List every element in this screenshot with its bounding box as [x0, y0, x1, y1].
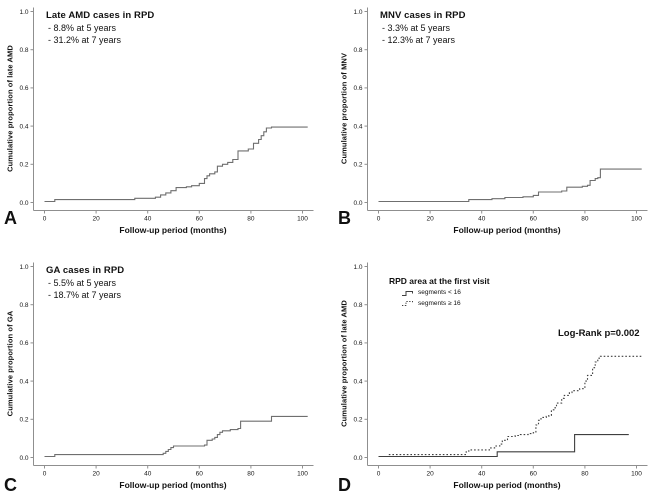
x-tick-label: 20 — [426, 471, 434, 478]
panel-d-letter: D — [338, 475, 351, 495]
x-tick-label: 0 — [43, 471, 47, 478]
panel-b: 0 20 40 60 80 100 0.0 0.2 0.4 0.6 0.8 1.0 MNV cases… — [334, 0, 668, 248]
y-tick-label: 1.0 — [353, 264, 362, 271]
panel-b-letter: B — [338, 208, 351, 228]
panel-a: 0 20 40 60 80 100 0.0 0.2 0.4 0.6 0.8 1.0 Late AMD … — [0, 0, 334, 248]
x-tick-label: 40 — [144, 471, 152, 478]
y-tick-label: 0.2 — [19, 417, 28, 424]
panel-d: 0 20 40 60 80 100 0.0 0.2 0.4 0.6 0.8 1.0 RPD area … — [334, 249, 668, 497]
panel-b-annotation-block: MNV cases in RPD - 3.3% at 5 years - 12.… — [380, 10, 466, 46]
y-tick-label: 0.6 — [19, 85, 28, 92]
legend-item-segments-ge16: segments ≥ 16 — [402, 299, 490, 307]
x-tick-label: 60 — [196, 471, 204, 478]
legend-label-segments-ge16: segments ≥ 16 — [418, 299, 461, 307]
x-tick-label: 0 — [43, 216, 47, 223]
survival-curve-solid — [44, 126, 308, 203]
x-tick-label: 60 — [530, 216, 538, 223]
y-tick-label: 0.8 — [353, 47, 362, 54]
panel-a-stat-7y: - 31.2% at 7 years — [48, 35, 122, 46]
x-tick-label: 100 — [631, 216, 642, 223]
y-tick-label: 0.4 — [19, 378, 28, 385]
dotted-step-line-icon — [402, 301, 413, 306]
y-tick-label: 0.8 — [353, 302, 362, 309]
panel-c-letter: C — [4, 475, 17, 495]
legend-label-segments-lt16: segments < 16 — [418, 289, 461, 296]
panel-a-stat-5y: - 8.8% at 5 years — [48, 23, 117, 34]
panel-d-xlabel: Follow-up period (months) — [453, 480, 561, 490]
panel-b-stat-5y: - 3.3% at 5 years — [382, 23, 451, 34]
y-tick-label: 0.6 — [19, 340, 28, 347]
x-tick-label: 100 — [631, 471, 642, 478]
survival-curve-dotted — [388, 355, 642, 456]
panel-a-letter: A — [4, 208, 17, 228]
x-tick-label: 40 — [478, 216, 486, 223]
y-tick-label: 1.0 — [353, 9, 362, 16]
y-tick-label: 0.6 — [353, 340, 362, 347]
panel-c-stat-7y: - 18.7% at 7 years — [48, 290, 122, 301]
chart-canvas-d: 0 20 40 60 80 100 0.0 0.2 0.4 0.6 0.8 1.0 — [353, 262, 648, 478]
y-tick-label: 0.2 — [353, 162, 362, 169]
x-tick-label: 20 — [426, 216, 434, 223]
chart-canvas-c: 0 20 40 60 80 100 0.0 0.2 0.4 0.6 0.8 1.0 — [19, 262, 314, 478]
chart-canvas-b: 0 20 40 60 80 100 0.0 0.2 0.4 0.6 0.8 1.0 — [353, 7, 648, 223]
panel-b-stat-7y: - 12.3% at 7 years — [382, 35, 456, 46]
panel-d-legend: RPD area at the first visit segments < 1… — [389, 276, 490, 307]
panel-d-ylabel: Cumulative proportion of late AMD — [339, 300, 349, 427]
panel-c-title: GA cases in RPD — [46, 265, 125, 276]
y-tick-label: 0.2 — [353, 417, 362, 424]
plot-area: 0 20 40 60 80 100 0.0 0.2 0.4 0.6 0.8 1.0 — [353, 262, 648, 478]
legend-item-segments-lt16: segments < 16 — [402, 289, 490, 297]
x-tick-label: 0 — [377, 216, 381, 223]
y-tick-label: 0.4 — [353, 123, 362, 130]
x-tick-label: 20 — [92, 471, 100, 478]
solid-step-line-icon — [402, 290, 413, 296]
x-tick-label: 20 — [92, 216, 100, 223]
panel-a-ylabel: Cumulative proportion of late AMD — [5, 45, 15, 172]
y-tick-label: 0.4 — [19, 123, 28, 130]
panel-b-xlabel: Follow-up period (months) — [453, 225, 561, 235]
survival-curve-solid — [44, 415, 308, 458]
panel-d-legend-title: RPD area at the first visit — [389, 276, 490, 286]
chart-canvas-a: 0 20 40 60 80 100 0.0 0.2 0.4 0.6 0.8 1.0 — [19, 7, 314, 223]
x-tick-label: 80 — [247, 216, 255, 223]
x-tick-label: 40 — [478, 471, 486, 478]
panel-c-stat-5y: - 5.5% at 5 years — [48, 278, 117, 289]
plot-area: 0 20 40 60 80 100 0.0 0.2 0.4 0.6 0.8 1.0 — [19, 262, 314, 478]
x-tick-label: 100 — [297, 216, 308, 223]
panel-c: 0 20 40 60 80 100 0.0 0.2 0.4 0.6 0.8 1.0 GA cases … — [0, 249, 334, 497]
y-tick-label: 1.0 — [19, 9, 28, 16]
x-tick-label: 60 — [196, 216, 204, 223]
x-tick-label: 40 — [144, 216, 152, 223]
panel-a-annotation-block: Late AMD cases in RPD - 8.8% at 5 years … — [46, 10, 155, 46]
x-tick-label: 80 — [247, 471, 255, 478]
panel-b-ylabel: Cumulative proportion of MNV — [339, 52, 349, 165]
panel-c-xlabel: Follow-up period (months) — [119, 480, 227, 490]
y-tick-label: 0.8 — [19, 47, 28, 54]
x-tick-label: 0 — [377, 471, 381, 478]
y-tick-label: 0.0 — [19, 455, 28, 462]
survival-curve-solid — [378, 168, 642, 203]
y-tick-label: 0.0 — [353, 455, 362, 462]
plot-area: 0 20 40 60 80 100 0.0 0.2 0.4 0.6 0.8 1.0 — [353, 7, 648, 223]
x-tick-label: 60 — [530, 471, 538, 478]
y-tick-label: 0.8 — [19, 302, 28, 309]
x-tick-label: 100 — [297, 471, 308, 478]
y-tick-label: 0.2 — [19, 162, 28, 169]
panel-d-logrank-annotation: Log-Rank p=0.002 — [558, 328, 640, 339]
y-tick-label: 0.6 — [353, 85, 362, 92]
y-tick-label: 0.4 — [353, 378, 362, 385]
x-tick-label: 80 — [581, 216, 589, 223]
panel-a-xlabel: Follow-up period (months) — [119, 225, 227, 235]
panel-a-title: Late AMD cases in RPD — [46, 10, 155, 21]
y-tick-label: 0.0 — [19, 200, 28, 207]
y-tick-label: 0.0 — [353, 200, 362, 207]
plot-area: 0 20 40 60 80 100 0.0 0.2 0.4 0.6 0.8 1.0 — [19, 7, 314, 223]
y-tick-label: 1.0 — [19, 264, 28, 271]
panel-c-annotation-block: GA cases in RPD - 5.5% at 5 years - 18.7… — [46, 265, 125, 301]
survival-curve-solid — [378, 434, 629, 458]
x-tick-label: 80 — [581, 471, 589, 478]
panel-b-title: MNV cases in RPD — [380, 10, 466, 21]
panel-c-ylabel: Cumulative proportion of GA — [5, 310, 15, 417]
